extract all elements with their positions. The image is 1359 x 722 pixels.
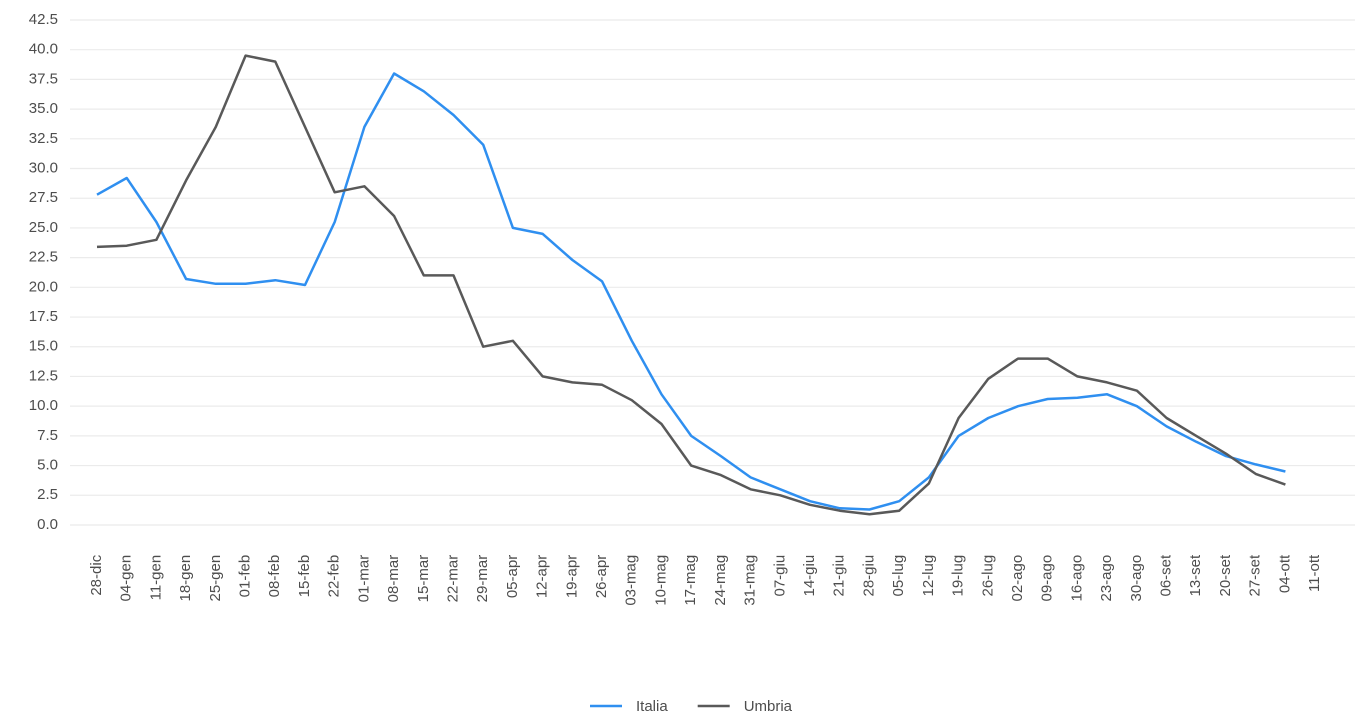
x-tick-label: 13-set — [1187, 554, 1204, 597]
x-tick-label: 15-feb — [296, 555, 313, 598]
x-tick-label: 07-giu — [771, 555, 788, 597]
x-tick-label: 25-gen — [207, 555, 224, 602]
y-tick-label: 5.0 — [37, 457, 58, 474]
x-tick-label: 20-set — [1217, 554, 1234, 597]
x-tick-label: 15-mar — [415, 555, 432, 603]
y-tick-label: 27.5 — [29, 189, 58, 206]
y-tick-label: 20.0 — [29, 278, 58, 295]
x-tick-label: 17-mag — [682, 555, 699, 606]
y-tick-label: 12.5 — [29, 367, 58, 384]
y-tick-label: 10.0 — [29, 397, 58, 414]
x-tick-label: 12-apr — [534, 555, 551, 598]
y-tick-label: 40.0 — [29, 41, 58, 58]
y-tick-label: 30.0 — [29, 159, 58, 176]
x-tick-label: 01-feb — [237, 555, 254, 598]
x-tick-label: 08-feb — [266, 555, 283, 598]
x-tick-label: 26-apr — [593, 555, 610, 598]
x-tick-label: 11-gen — [147, 555, 164, 601]
x-tick-label: 19-apr — [563, 555, 580, 598]
x-tick-label: 27-set — [1247, 554, 1264, 597]
y-tick-label: 17.5 — [29, 308, 58, 325]
y-tick-label: 0.0 — [37, 516, 58, 533]
y-tick-label: 35.0 — [29, 100, 58, 117]
x-tick-label: 14-giu — [801, 555, 818, 597]
x-tick-label: 08-mar — [385, 555, 402, 603]
series-line — [96, 54, 1286, 516]
y-tick-label: 2.5 — [37, 486, 58, 503]
x-tick-label: 22-mar — [444, 555, 461, 603]
x-tick-label: 28-dic — [88, 554, 105, 595]
x-tick-label: 12-lug — [920, 555, 937, 597]
x-tick-label: 01-mar — [355, 555, 372, 603]
y-tick-label: 22.5 — [29, 249, 58, 266]
x-tick-label: 21-giu — [831, 555, 848, 597]
x-tick-label: 05-lug — [890, 555, 907, 597]
x-tick-label: 10-mag — [652, 555, 669, 606]
x-tick-label: 26-lug — [979, 555, 996, 597]
x-tick-label: 18-gen — [177, 555, 194, 602]
x-tick-label: 03-mag — [623, 555, 640, 606]
x-tick-label: 30-ago — [1128, 555, 1145, 602]
y-tick-label: 32.5 — [29, 130, 58, 147]
y-tick-label: 25.0 — [29, 219, 58, 236]
x-tick-label: 04-ott — [1276, 554, 1293, 593]
x-tick-label: 29-mar — [474, 555, 491, 603]
y-tick-label: 15.0 — [29, 338, 58, 355]
series-line — [96, 72, 1286, 511]
y-tick-label: 42.5 — [29, 11, 58, 28]
x-tick-label: 23-ago — [1098, 555, 1115, 602]
y-tick-label: 7.5 — [37, 427, 58, 444]
x-tick-label: 05-apr — [504, 555, 521, 598]
x-tick-label: 24-mag — [712, 555, 729, 606]
legend-label: Umbria — [744, 698, 793, 715]
x-tick-label: 19-lug — [950, 555, 967, 597]
x-tick-label: 06-set — [1158, 554, 1175, 597]
legend-label: Italia — [636, 698, 668, 715]
x-tick-label: 22-feb — [326, 555, 343, 598]
x-tick-label: 11-ott — [1306, 554, 1323, 592]
x-tick-label: 09-ago — [1039, 555, 1056, 602]
x-tick-label: 16-ago — [1068, 555, 1085, 602]
x-tick-label: 04-gen — [118, 555, 135, 602]
y-tick-label: 37.5 — [29, 70, 58, 87]
x-tick-label: 31-mag — [742, 555, 759, 606]
x-tick-label: 02-ago — [1009, 555, 1026, 602]
x-tick-label: 28-giu — [860, 555, 877, 597]
